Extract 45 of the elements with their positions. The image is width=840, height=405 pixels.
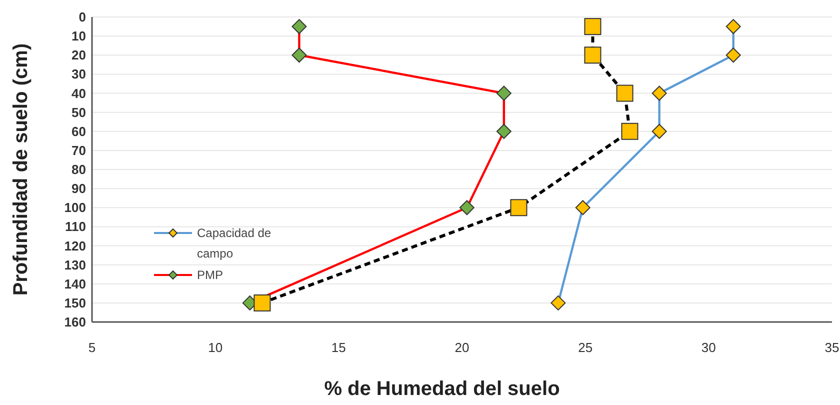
point (584, 18, 602, 36)
point (292, 48, 307, 63)
y-tick-label: 160 (64, 314, 86, 330)
y-tick-label: 40 (72, 86, 86, 101)
point (652, 124, 667, 139)
x-axis-title: % de Humedad del suelo (324, 378, 560, 400)
point (616, 84, 634, 102)
y-tick-label: 70 (72, 142, 86, 158)
y-axis-title: Profundidad de suelo (cm) (10, 43, 32, 296)
point (726, 48, 741, 63)
point (459, 200, 474, 216)
point (575, 200, 590, 216)
point (510, 199, 528, 216)
x-tick-label: 25 (578, 340, 593, 355)
y-tick-label: 0 (78, 10, 86, 25)
legend-label: Capacidad de campo (197, 226, 272, 261)
y-tick-label: 20 (72, 48, 86, 63)
y-tick-label: 150 (64, 295, 86, 310)
y-tick-label: 30 (72, 66, 86, 82)
point (726, 19, 741, 34)
point (254, 294, 271, 312)
y-tick-label: 140 (64, 276, 86, 292)
point (496, 86, 512, 101)
y-tick-label: 60 (72, 124, 86, 139)
point (584, 46, 602, 64)
x-tick-label: 30 (701, 340, 716, 355)
point (621, 122, 638, 140)
point (550, 295, 566, 310)
y-tick-label: 110 (65, 219, 86, 234)
y-tick-label: 80 (72, 162, 86, 178)
y-tick-label: 100 (64, 200, 86, 216)
y-tick-label: 50 (72, 104, 86, 120)
y-tick-label: 130 (64, 257, 86, 272)
x-tick-label: 35 (824, 340, 840, 355)
x-tick-label: 10 (208, 340, 223, 355)
point (496, 124, 512, 139)
y-tick-label: 90 (72, 181, 86, 196)
point (652, 86, 667, 101)
x-tick-label: 15 (331, 340, 346, 355)
x-tick-label: 20 (454, 340, 470, 355)
y-tick-label: 120 (64, 238, 86, 254)
point (292, 19, 307, 34)
x-tick-label: 5 (88, 340, 96, 355)
legend-label: PMP (197, 268, 224, 282)
y-tick-label: 10 (72, 28, 86, 44)
